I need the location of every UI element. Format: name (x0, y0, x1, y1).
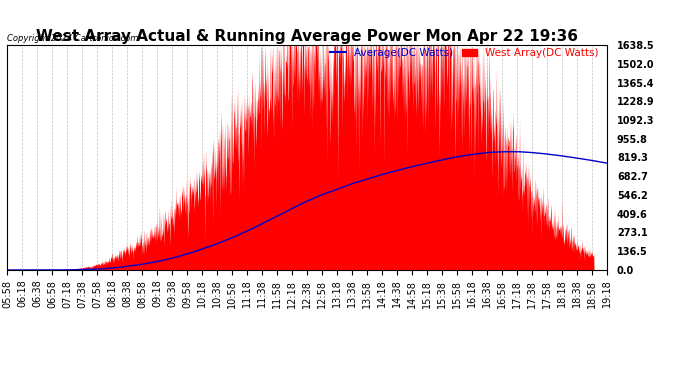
Legend: Average(DC Watts), West Array(DC Watts): Average(DC Watts), West Array(DC Watts) (330, 48, 599, 58)
Text: Copyright 2024 Cartronics.com: Copyright 2024 Cartronics.com (7, 34, 138, 43)
Title: West Array Actual & Running Average Power Mon Apr 22 19:36: West Array Actual & Running Average Powe… (36, 29, 578, 44)
